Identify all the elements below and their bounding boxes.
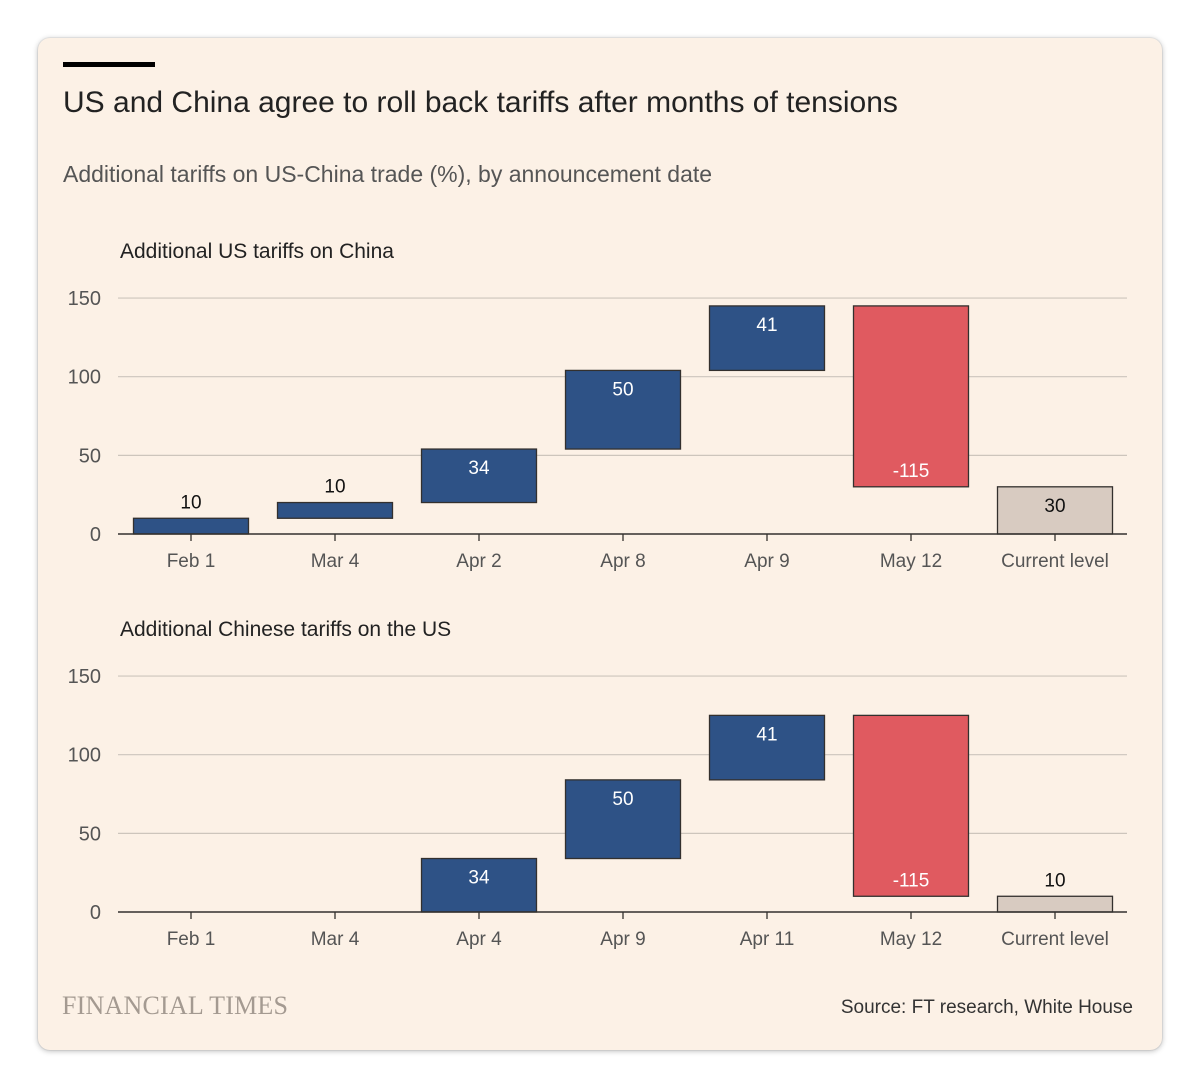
x-category-label: May 12: [880, 551, 942, 572]
total-bar: [996, 486, 1114, 535]
increase-bar: [708, 305, 826, 372]
x-category-label: Apr 9: [600, 929, 645, 950]
increase-bar: [708, 714, 826, 781]
decrease-bar: [852, 714, 970, 897]
us-tariffs-waterfall-chart: 0 50 100 150 10 Feb 1 10 Mar 4 34 Apr 2 50 Apr 8 41 A…: [68, 288, 1127, 572]
x-category-label: Feb 1: [167, 929, 216, 950]
chart-card: [38, 38, 1162, 1050]
data-label: -115: [893, 870, 930, 891]
y-tick-label: 150: [68, 666, 101, 688]
x-category-label: Mar 4: [311, 551, 360, 572]
data-label: 30: [1044, 496, 1065, 517]
data-label: 41: [756, 724, 777, 745]
x-category-label: Apr 4: [456, 929, 502, 950]
increase-bar: [276, 501, 394, 519]
y-tick-label: 50: [79, 445, 101, 467]
y-tick-label: 0: [90, 524, 101, 546]
data-label: 10: [324, 477, 345, 498]
x-category-label: Apr 2: [456, 551, 501, 572]
chart-subtitle: Additional tariffs on US-China trade (%)…: [63, 161, 713, 187]
data-label: 50: [612, 379, 633, 400]
increase-bar: [564, 779, 682, 860]
x-category-label: May 12: [880, 929, 942, 950]
increase-bar: [420, 857, 538, 913]
us-panel-title: Additional US tariffs on China: [120, 240, 394, 263]
total-bar: [996, 895, 1114, 913]
y-tick-label: 50: [79, 823, 101, 845]
increase-bar: [420, 448, 538, 504]
title-accent-bar: [63, 62, 155, 67]
china-tariffs-waterfall-chart: 0 50 100 150 Feb 1 Mar 4 34 Apr 4 50 Apr 9 41 Apr 1…: [68, 666, 1127, 950]
data-label: 10: [1044, 870, 1065, 891]
decrease-bar: [852, 305, 970, 488]
china-panel-title: Additional Chinese tariffs on the US: [120, 618, 452, 641]
x-category-label: Apr 11: [740, 929, 795, 950]
x-category-label: Current level: [1001, 929, 1109, 950]
data-label: 34: [468, 868, 490, 889]
data-label: 10: [180, 492, 201, 513]
y-tick-label: 100: [68, 367, 101, 389]
increase-bar: [132, 517, 250, 535]
y-tick-label: 0: [90, 902, 101, 924]
data-label: 34: [468, 458, 490, 479]
y-tick-label: 100: [68, 745, 101, 767]
data-label: 50: [612, 789, 633, 810]
x-category-label: Current level: [1001, 551, 1109, 572]
source-note: Source: FT research, White House: [840, 997, 1133, 1018]
y-tick-label: 150: [68, 288, 101, 310]
chart-title: US and China agree to roll back tariffs …: [63, 86, 898, 119]
x-category-label: Apr 9: [744, 551, 789, 572]
x-category-label: Apr 8: [600, 551, 645, 572]
data-label: 41: [756, 315, 777, 336]
ft-logo: FINANCIAL TIMES: [62, 991, 289, 1020]
x-category-label: Feb 1: [167, 551, 216, 572]
increase-bar: [564, 369, 682, 450]
data-label: -115: [893, 461, 930, 482]
x-category-label: Mar 4: [311, 929, 360, 950]
